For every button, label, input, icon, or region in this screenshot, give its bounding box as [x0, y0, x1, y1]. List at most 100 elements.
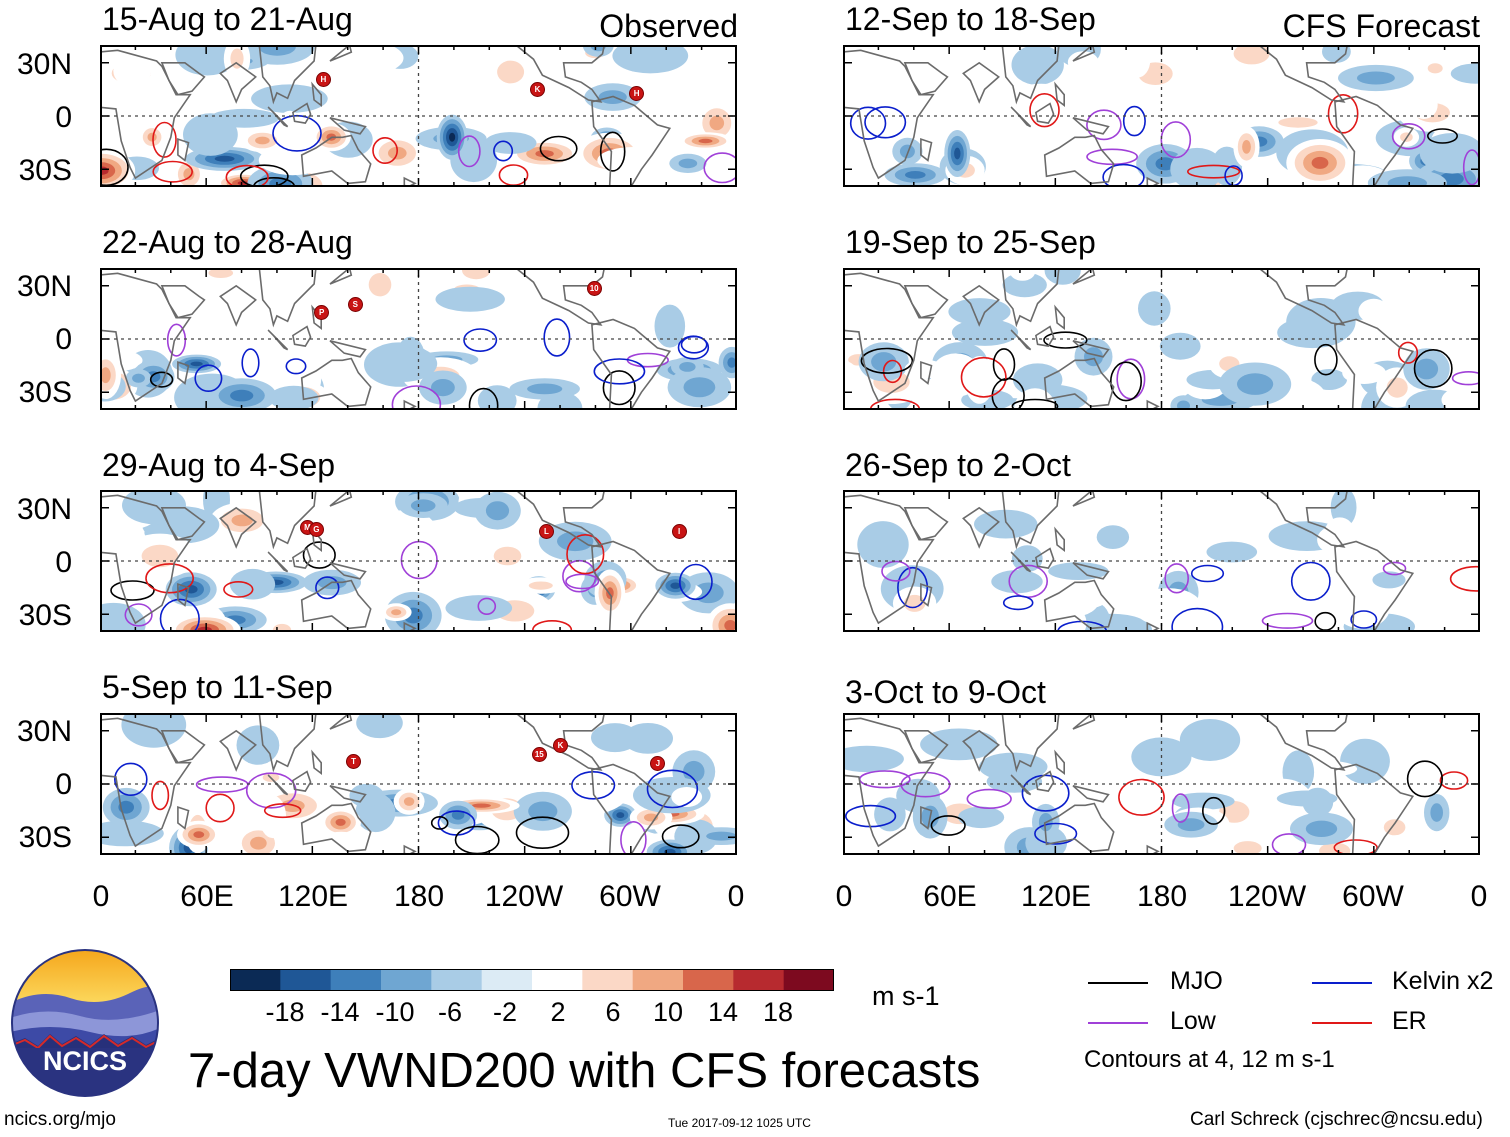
contour-kel — [194, 364, 223, 392]
anomaly-shade — [527, 383, 563, 395]
contour-kel — [285, 358, 307, 375]
coastline — [1054, 526, 1065, 553]
anomaly-shade — [528, 801, 558, 822]
anomaly-shade — [671, 787, 703, 807]
lon-60e-fcst: 60E — [923, 880, 977, 913]
anomaly-shade — [958, 806, 1005, 829]
anomaly-shade — [857, 521, 909, 568]
anomaly-shade — [874, 797, 906, 832]
coastline — [843, 494, 935, 625]
anomaly-shade — [991, 570, 1043, 594]
anomaly-shade — [698, 138, 713, 144]
anomaly-shade — [1322, 45, 1351, 63]
anomaly-shade — [397, 713, 472, 731]
contour-mjo — [468, 387, 499, 410]
anomaly-shade — [978, 752, 1048, 781]
lon-120w-fcst: 120W — [1227, 880, 1307, 913]
anomaly-shade — [1013, 363, 1063, 397]
contour-mjo — [661, 824, 700, 849]
contour-low — [1271, 833, 1307, 855]
anomaly-shade — [1242, 140, 1251, 154]
anomaly-shade — [1172, 792, 1235, 810]
contour-kel — [113, 762, 148, 797]
coastline — [920, 805, 933, 830]
coastline — [1146, 621, 1160, 632]
coastline — [1334, 95, 1415, 187]
anomaly-shade — [403, 797, 415, 806]
contour-er — [152, 160, 193, 183]
lat-0-3: 0 — [55, 546, 72, 579]
anomaly-shade — [1450, 63, 1480, 84]
coastline — [1146, 399, 1160, 410]
anomaly-shade — [1206, 541, 1258, 563]
contour-mjo — [1314, 343, 1338, 376]
contour-kel — [1102, 163, 1145, 187]
contour-low — [1086, 109, 1122, 141]
anomaly-shade — [1367, 499, 1430, 521]
anomaly-shade — [683, 377, 716, 398]
coastline — [1035, 770, 1055, 792]
contour-er — [1439, 771, 1469, 790]
forecast-label: CFS Forecast — [1282, 8, 1480, 44]
anomaly-shade — [507, 713, 580, 737]
anomaly-shade — [451, 810, 465, 820]
anomaly-shade — [871, 352, 897, 372]
coastline — [1072, 713, 1096, 730]
contour-low — [245, 772, 297, 809]
contour-mjo — [430, 816, 449, 830]
anomaly-shade — [1048, 562, 1109, 580]
coastline — [903, 285, 949, 319]
coastline — [329, 45, 353, 62]
coastline — [1054, 81, 1065, 108]
colorbar-swatch — [280, 969, 332, 991]
observed-label: Observed — [599, 8, 738, 44]
anomaly-shade — [1138, 291, 1171, 326]
coastline — [843, 717, 935, 848]
storm-marker: 15 — [531, 746, 547, 762]
coastline — [177, 360, 190, 385]
storm-marker: K — [530, 82, 546, 98]
contour-mjo — [860, 347, 914, 374]
coastline — [1257, 713, 1349, 771]
anomaly-shade — [497, 60, 525, 84]
anomaly-shade — [1430, 803, 1443, 822]
anomaly-shade — [449, 132, 456, 142]
anomaly-shade — [374, 827, 451, 855]
anomaly-shade — [843, 745, 904, 773]
map-obs-3 — [100, 490, 737, 632]
coastline — [219, 284, 257, 327]
anomaly-shade — [976, 826, 1008, 855]
coastline — [258, 45, 317, 105]
contour-kel — [493, 140, 514, 162]
contour-low — [400, 540, 438, 580]
footer-url[interactable]: ncics.org/mjo — [4, 1109, 116, 1130]
anomaly-shade — [678, 158, 698, 169]
contour-er — [1397, 341, 1419, 364]
lon-0-left: 0 — [92, 880, 110, 913]
contour-mjo — [602, 370, 636, 406]
anomaly-shade — [121, 713, 187, 748]
lon-120e-left: 120E — [277, 880, 349, 913]
anomaly-shade — [190, 361, 203, 367]
coastline — [403, 176, 417, 187]
coastline — [258, 490, 317, 550]
contour-kel — [1034, 822, 1078, 845]
anomaly-shade — [971, 604, 1012, 632]
anomaly-shade — [939, 536, 1007, 571]
contour-er — [1327, 94, 1359, 134]
coastline — [219, 506, 257, 549]
map-fcst-4 — [843, 713, 1480, 855]
map-fcst-3 — [843, 490, 1480, 632]
anomaly-shade — [905, 171, 926, 179]
anomaly-shade — [356, 713, 403, 739]
panel-title-obs-3: 29-Aug to 4-Sep — [102, 447, 336, 483]
map-obs-4 — [100, 713, 737, 855]
coastline — [962, 284, 1000, 327]
anomaly-shade — [1011, 545, 1043, 572]
anomaly-shade — [1311, 369, 1347, 390]
lat-0-2: 0 — [55, 323, 72, 356]
colorbar-tick-4: -2 — [492, 997, 517, 1027]
contour-low — [1462, 149, 1480, 186]
anomaly-shade — [951, 318, 1019, 346]
anomaly-shade — [1361, 515, 1393, 541]
